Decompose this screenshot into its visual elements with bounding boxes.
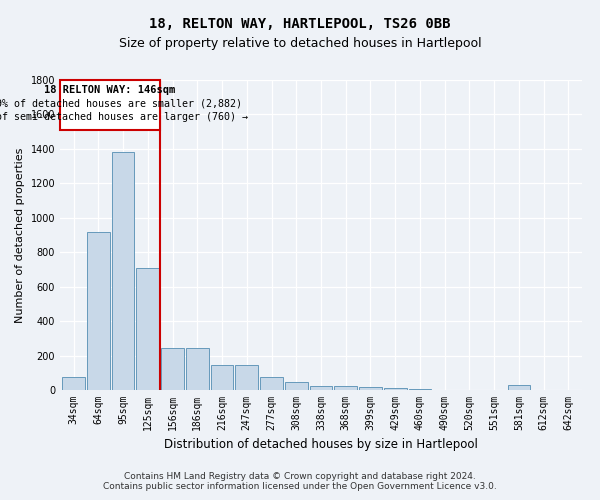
Bar — [62, 377, 85, 390]
Bar — [334, 386, 357, 390]
Text: 18 RELTON WAY: 146sqm: 18 RELTON WAY: 146sqm — [44, 85, 176, 95]
Bar — [508, 385, 530, 390]
Bar — [285, 382, 308, 390]
Text: Contains HM Land Registry data © Crown copyright and database right 2024.: Contains HM Land Registry data © Crown c… — [124, 472, 476, 481]
Text: Contains public sector information licensed under the Open Government Licence v3: Contains public sector information licen… — [103, 482, 497, 491]
Text: 21% of semi-detached houses are larger (760) →: 21% of semi-detached houses are larger (… — [0, 112, 248, 122]
Y-axis label: Number of detached properties: Number of detached properties — [15, 148, 25, 322]
Text: Size of property relative to detached houses in Hartlepool: Size of property relative to detached ho… — [119, 38, 481, 51]
Bar — [136, 268, 159, 390]
FancyBboxPatch shape — [60, 80, 160, 130]
Bar — [112, 152, 134, 390]
Bar — [211, 365, 233, 390]
Bar — [161, 348, 184, 390]
Bar — [359, 386, 382, 390]
Bar — [409, 389, 431, 390]
Bar — [87, 232, 110, 390]
Bar — [186, 348, 209, 390]
Text: ← 79% of detached houses are smaller (2,882): ← 79% of detached houses are smaller (2,… — [0, 99, 242, 109]
Bar — [260, 377, 283, 390]
Bar — [384, 388, 407, 390]
Text: 18, RELTON WAY, HARTLEPOOL, TS26 0BB: 18, RELTON WAY, HARTLEPOOL, TS26 0BB — [149, 18, 451, 32]
Bar — [235, 365, 258, 390]
X-axis label: Distribution of detached houses by size in Hartlepool: Distribution of detached houses by size … — [164, 438, 478, 452]
Bar — [310, 386, 332, 390]
